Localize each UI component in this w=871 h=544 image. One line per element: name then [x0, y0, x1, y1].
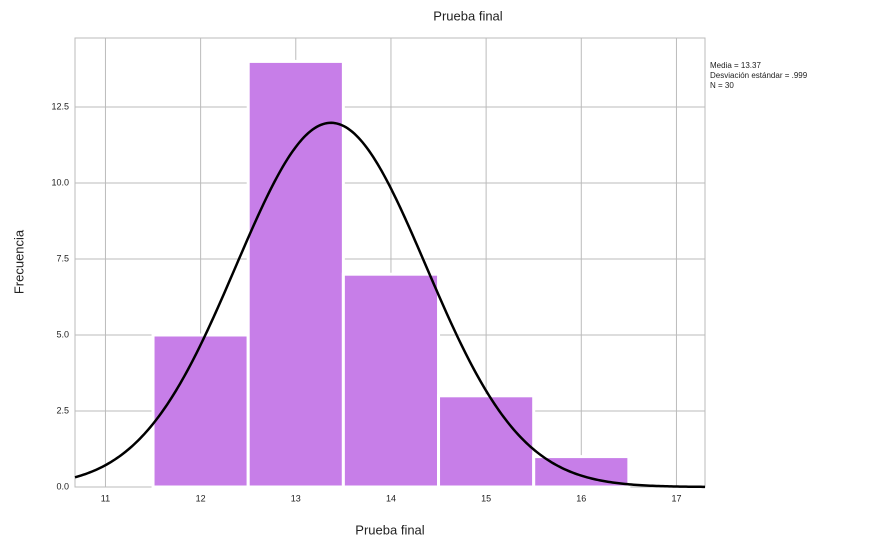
x-axis-label: Prueba final — [355, 522, 424, 537]
x-tick-label: 16 — [576, 493, 586, 503]
legend-mean: Media = 13.37 — [710, 61, 761, 70]
y-tick-label: 2.5 — [56, 405, 69, 415]
bar — [341, 272, 441, 489]
y-tick-label: 10.0 — [51, 177, 69, 187]
bar — [151, 333, 250, 489]
y-tick-label: 12.5 — [51, 101, 69, 111]
bar — [246, 59, 345, 489]
x-tick-label: 15 — [481, 493, 491, 503]
x-tick-label: 12 — [196, 493, 206, 503]
x-tick-label: 17 — [671, 493, 681, 503]
bar — [437, 394, 536, 489]
y-tick-label: 5.0 — [56, 329, 69, 339]
y-tick-label: 0.0 — [56, 481, 69, 491]
legend-sd: Desviación estándar = .999 — [710, 71, 808, 80]
y-axis-label: Frecuencia — [11, 229, 26, 294]
x-tick-label: 13 — [291, 493, 301, 503]
legend-n: N = 30 — [710, 81, 734, 90]
x-tick-label: 11 — [101, 493, 110, 503]
y-tick-label: 7.5 — [56, 253, 69, 263]
x-tick-label: 14 — [386, 493, 396, 503]
normal-curve — [74, 121, 706, 489]
chart-title: Prueba final — [433, 8, 502, 23]
